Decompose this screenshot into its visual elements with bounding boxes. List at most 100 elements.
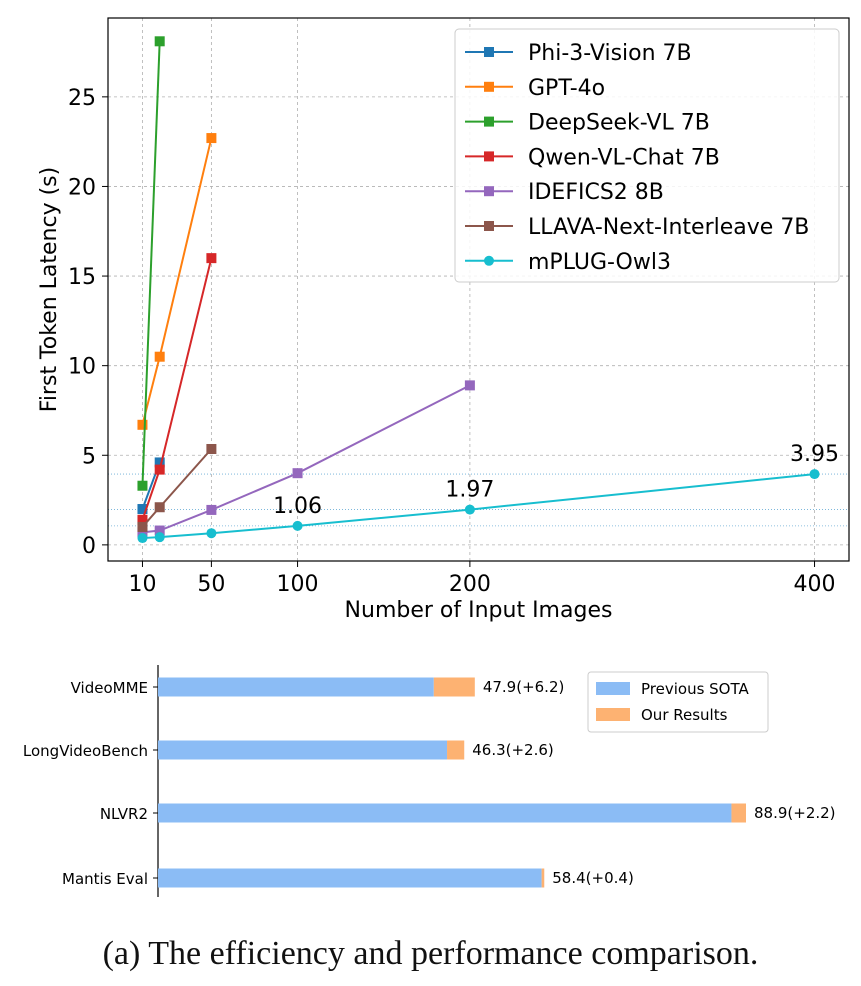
- bar-data-label: 47.9(+6.2): [483, 678, 565, 696]
- legend-entry: IDEFICS2 8B: [465, 180, 664, 205]
- bar-group-nlvr2: [158, 803, 746, 823]
- y-tick-label: 15: [68, 265, 96, 290]
- data-point: [154, 532, 165, 543]
- data-point: [137, 527, 148, 538]
- x-tick-label: 10: [128, 572, 156, 597]
- data-annotation: 1.06: [273, 494, 322, 519]
- legend-label: IDEFICS2 8B: [528, 180, 664, 205]
- legend-entry: Our Results: [596, 706, 728, 724]
- legend-marker: [484, 151, 494, 162]
- legend-entry: GPT-4o: [465, 76, 605, 101]
- line-chart-axes: 10 50 100 200 400 0 5 10 15 20 25: [68, 86, 836, 597]
- bar-previous-sota: [158, 868, 542, 888]
- series-deepseek-vl-7b: [137, 36, 165, 491]
- legend-marker: [484, 221, 494, 231]
- bar-group-longvideobench: [158, 740, 465, 760]
- category-label: VideoMME: [71, 679, 148, 697]
- series-gpt-4o: [137, 133, 217, 430]
- line-chart-series: [137, 36, 820, 544]
- legend-label: GPT-4o: [528, 76, 605, 101]
- data-point: [206, 528, 217, 539]
- y-tick-label: 10: [68, 355, 96, 380]
- data-point: [464, 380, 475, 391]
- legend-entry: Phi-3-Vision 7B: [465, 41, 692, 66]
- series-line: [141, 41, 161, 486]
- data-point: [137, 514, 148, 525]
- figure-caption: (a) The efficiency and performance compa…: [102, 935, 759, 972]
- bar-our-results: [447, 740, 465, 760]
- bar-previous-sota: [158, 740, 448, 760]
- bar-chart-labels: VideoMME 47.9(+6.2) LongVideoBench 46.3(+2.…: [23, 678, 836, 888]
- legend-label: Qwen-VL-Chat 7B: [528, 145, 720, 170]
- category-label: NLVR2: [100, 805, 148, 823]
- legend-box: [587, 671, 769, 733]
- bar-previous-sota: [158, 677, 434, 697]
- series-llava-next-interleave-7b: [137, 443, 217, 532]
- bar-our-results: [433, 677, 475, 697]
- series-idefics2-8b: [137, 380, 475, 538]
- legend-label: mPLUG-Owl3: [528, 250, 671, 275]
- x-tick-label: 200: [449, 572, 491, 597]
- legend-label: Our Results: [641, 706, 728, 724]
- series-mplug-owl3: [137, 469, 820, 544]
- data-point: [154, 502, 165, 513]
- bar-data-label: 46.3(+2.6): [472, 741, 554, 759]
- legend-entry: LLAVA-Next-Interleave 7B: [465, 215, 809, 240]
- y-tick-label: 5: [82, 444, 96, 469]
- data-point: [154, 525, 165, 536]
- legend-entry: DeepSeek-VL 7B: [465, 111, 710, 136]
- x-tick-label: 50: [197, 572, 225, 597]
- category-label: Mantis Eval: [62, 870, 148, 888]
- legend-label: LLAVA-Next-Interleave 7B: [528, 215, 809, 240]
- y-tick-label: 25: [68, 86, 96, 111]
- line-chart-reference-lines: [108, 473, 849, 527]
- series-qwen-vl-chat-7b: [137, 253, 217, 525]
- bar-chart-legend: Previous SOTA Our Results: [587, 671, 769, 733]
- legend-swatch: [596, 708, 630, 721]
- data-point: [137, 533, 148, 544]
- series-line: [141, 137, 213, 426]
- performance-bar-chart: VideoMME 47.9(+6.2) LongVideoBench 46.3(+2.…: [23, 665, 836, 897]
- x-axis-label: Number of Input Images: [345, 598, 613, 623]
- data-point: [206, 253, 217, 264]
- data-point: [137, 419, 148, 430]
- bar-data-label: 88.9(+2.2): [754, 804, 836, 822]
- bar-previous-sota: [158, 803, 732, 823]
- bar-data-label: 58.4(+0.4): [552, 869, 634, 887]
- latency-line-chart: 1.06 1.97 3.95 10 50 100 200 400 0 5 10 15 20 25 Num…: [37, 17, 850, 623]
- legend-label: Previous SOTA: [641, 680, 749, 698]
- legend-label: Phi-3-Vision 7B: [528, 41, 692, 66]
- data-point: [137, 480, 148, 491]
- legend-entry: mPLUG-Owl3: [465, 250, 671, 275]
- legend-marker: [484, 81, 494, 92]
- legend-label: DeepSeek-VL 7B: [528, 111, 710, 136]
- data-point: [206, 133, 217, 144]
- bar-our-results: [731, 803, 746, 823]
- data-annotation: 3.95: [790, 442, 839, 467]
- legend-entry: Qwen-VL-Chat 7B: [465, 145, 720, 170]
- data-point: [206, 443, 217, 454]
- data-annotation: 1.97: [445, 478, 494, 503]
- legend-marker: [484, 116, 494, 127]
- y-axis-label: First Token Latency (s): [37, 167, 62, 412]
- x-tick-label: 100: [277, 572, 319, 597]
- legend-swatch: [596, 682, 630, 695]
- data-point: [809, 469, 820, 480]
- data-point: [206, 504, 217, 515]
- bar-group-videomme: [158, 677, 475, 697]
- data-point: [154, 351, 165, 362]
- legend-box: [454, 28, 840, 283]
- data-point: [137, 521, 148, 532]
- line-chart-legend: Phi-3-Vision 7B GPT-4o DeepSeek-VL 7B Qwen-…: [454, 28, 840, 283]
- data-point: [292, 468, 303, 479]
- line-chart-frame: [107, 17, 850, 562]
- legend-marker: [484, 47, 494, 57]
- legend-marker: [484, 255, 494, 266]
- legend-marker: [484, 186, 494, 197]
- bar-our-results: [541, 868, 545, 888]
- data-point: [292, 520, 303, 531]
- data-point: [464, 504, 475, 515]
- data-point: [137, 504, 148, 515]
- y-tick-label: 0: [82, 534, 96, 559]
- bar-chart-bars: [158, 677, 746, 888]
